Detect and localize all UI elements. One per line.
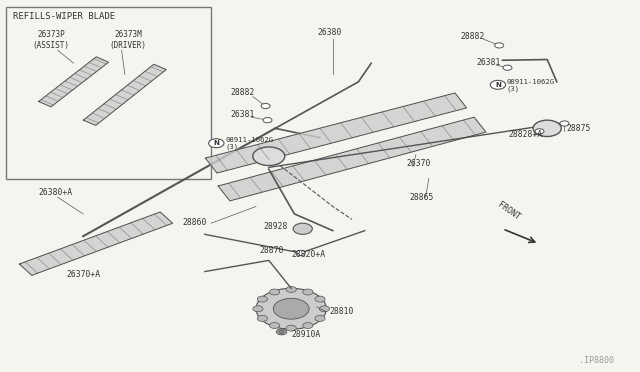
Text: (ASSIST): (ASSIST) bbox=[33, 41, 70, 50]
Text: .IP8800: .IP8800 bbox=[579, 356, 614, 365]
Polygon shape bbox=[218, 117, 486, 201]
Text: REFILLS-WIPER BLADE: REFILLS-WIPER BLADE bbox=[13, 12, 115, 20]
Polygon shape bbox=[205, 93, 467, 173]
Polygon shape bbox=[83, 64, 166, 125]
Text: 26373M: 26373M bbox=[114, 30, 142, 39]
Text: 26380+A: 26380+A bbox=[38, 188, 72, 197]
Circle shape bbox=[261, 103, 270, 109]
Circle shape bbox=[279, 330, 284, 333]
Circle shape bbox=[209, 139, 224, 148]
Circle shape bbox=[535, 129, 544, 134]
Circle shape bbox=[257, 315, 268, 321]
Text: 28875: 28875 bbox=[566, 124, 591, 133]
Circle shape bbox=[495, 43, 504, 48]
Circle shape bbox=[315, 296, 325, 302]
Text: 26381: 26381 bbox=[230, 110, 255, 119]
Circle shape bbox=[315, 315, 325, 321]
Circle shape bbox=[257, 296, 268, 302]
Circle shape bbox=[303, 289, 313, 295]
Text: 28882: 28882 bbox=[230, 88, 255, 97]
Circle shape bbox=[296, 250, 305, 256]
Text: 08911-1062G: 08911-1062G bbox=[507, 79, 555, 85]
Circle shape bbox=[276, 329, 287, 335]
Text: (3): (3) bbox=[507, 85, 520, 92]
Circle shape bbox=[490, 80, 506, 89]
Text: 28820+A: 28820+A bbox=[291, 250, 325, 259]
Circle shape bbox=[319, 306, 330, 312]
Circle shape bbox=[286, 286, 296, 292]
Text: N: N bbox=[495, 82, 501, 88]
Circle shape bbox=[533, 120, 561, 137]
Text: (3): (3) bbox=[225, 144, 239, 150]
Text: 08911-1062G: 08911-1062G bbox=[225, 137, 273, 143]
Circle shape bbox=[256, 288, 326, 329]
Text: 26370+A: 26370+A bbox=[66, 270, 100, 279]
Circle shape bbox=[253, 306, 263, 312]
Text: 28910A: 28910A bbox=[291, 330, 321, 339]
Text: 28870: 28870 bbox=[259, 246, 284, 255]
Text: N: N bbox=[213, 140, 220, 146]
Text: 28860: 28860 bbox=[182, 218, 207, 227]
Text: (DRIVER): (DRIVER) bbox=[109, 41, 147, 50]
Bar bbox=[6, 7, 211, 179]
Circle shape bbox=[253, 147, 285, 166]
Circle shape bbox=[269, 289, 280, 295]
Polygon shape bbox=[19, 212, 173, 275]
Polygon shape bbox=[38, 57, 109, 107]
Circle shape bbox=[503, 65, 512, 70]
Circle shape bbox=[263, 118, 272, 123]
Circle shape bbox=[303, 323, 313, 328]
Circle shape bbox=[293, 223, 312, 234]
Circle shape bbox=[560, 121, 569, 126]
Text: 26381: 26381 bbox=[477, 58, 501, 67]
Circle shape bbox=[269, 323, 280, 328]
Text: 26370: 26370 bbox=[406, 158, 431, 167]
Text: 28810: 28810 bbox=[330, 307, 354, 316]
Text: 26380: 26380 bbox=[317, 28, 342, 37]
Text: FRONT: FRONT bbox=[496, 200, 522, 221]
Text: 28882: 28882 bbox=[461, 32, 485, 41]
Text: 28865: 28865 bbox=[410, 193, 434, 202]
Text: 28828+A: 28828+A bbox=[509, 130, 543, 139]
Circle shape bbox=[286, 325, 296, 331]
Text: 26373P: 26373P bbox=[37, 30, 65, 39]
Text: 28928: 28928 bbox=[264, 222, 288, 231]
Circle shape bbox=[273, 298, 309, 319]
